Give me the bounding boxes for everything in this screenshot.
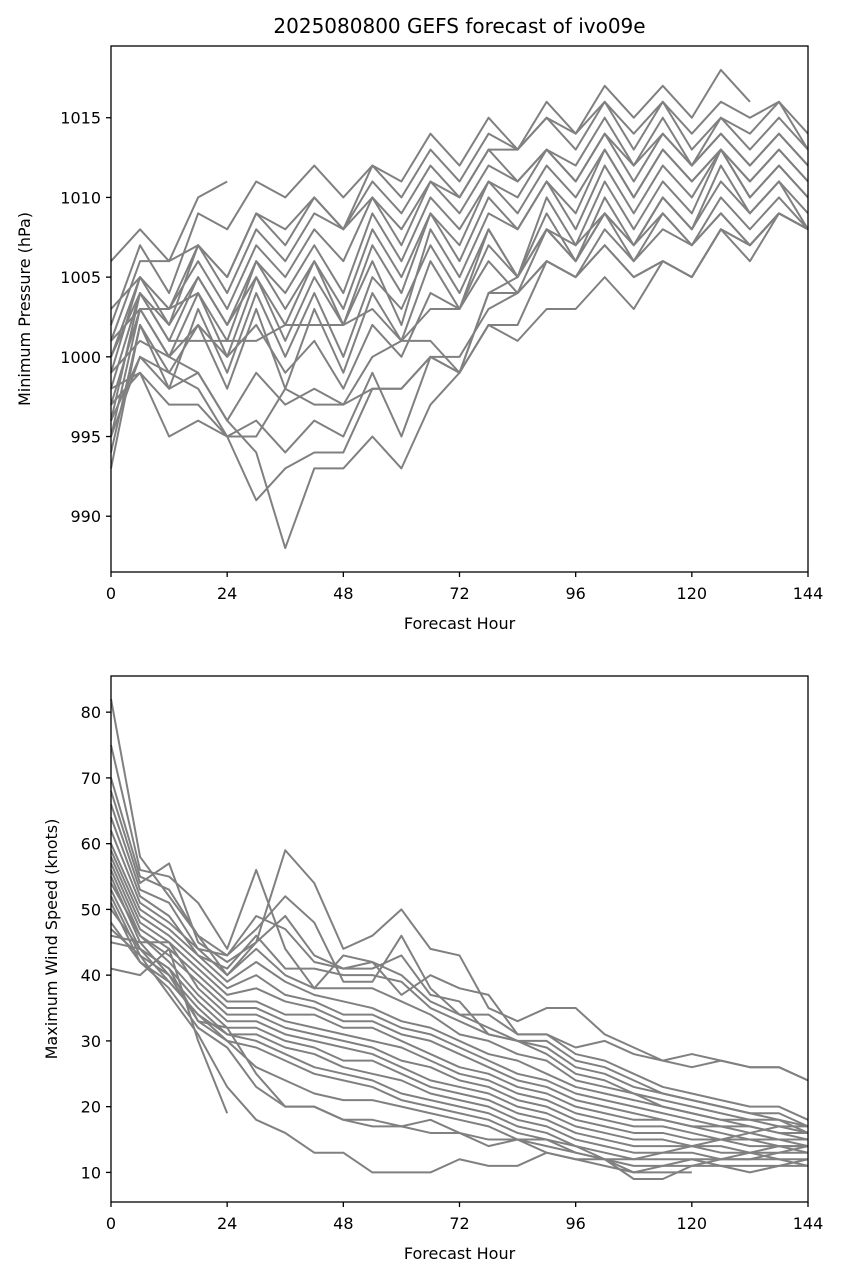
wind-x-ticks: 0 24 48 72 96 120 144: [106, 1202, 823, 1233]
wind-y-axis-label: Maximum Wind Speed (knots): [42, 819, 61, 1060]
pressure-member-line-3: [110, 100, 809, 326]
wind-member-line-12: [110, 862, 809, 1148]
wind-member-line-6: [110, 803, 809, 1128]
pressure-series-group: [110, 68, 809, 550]
pressure-member-line-9: [110, 148, 809, 421]
wind-y-tick-label: 40: [81, 966, 101, 985]
wind-member-line-7: [110, 817, 809, 1134]
wind-x-tick-label: 72: [449, 1214, 469, 1233]
pressure-y-axis-label: Minimum Pressure (hPa): [15, 212, 34, 406]
pressure-y-tick-label: 1010: [60, 188, 101, 207]
pressure-x-ticks: 0 24 48 72 96 120 144: [106, 572, 823, 603]
wind-y-tick-label: 60: [81, 835, 101, 854]
wind-x-tick-label: 0: [106, 1214, 116, 1233]
pressure-x-tick-label: 24: [217, 584, 237, 603]
wind-member-line-23: [110, 941, 808, 1161]
wind-y-tick-label: 10: [81, 1163, 101, 1182]
wind-y-tick-label: 50: [81, 900, 101, 919]
pressure-y-tick-label: 1005: [60, 268, 101, 287]
pressure-y-tick-label: 990: [70, 507, 101, 526]
pressure-y-ticks: 990 995 1000 1005 1010 1015: [60, 109, 111, 526]
wind-x-tick-label: 120: [677, 1214, 708, 1233]
pressure-x-tick-label: 120: [677, 584, 708, 603]
pressure-x-tick-label: 96: [565, 584, 585, 603]
pressure-y-tick-label: 1000: [60, 348, 101, 367]
wind-x-tick-label: 96: [565, 1214, 585, 1233]
wind-x-tick-label: 24: [217, 1214, 237, 1233]
wind-member-line-13: [110, 869, 808, 1148]
pressure-y-tick-label: 1015: [60, 109, 101, 128]
pressure-x-tick-label: 48: [333, 584, 353, 603]
pressure-member-line-19: [110, 212, 809, 502]
wind-y-tick-label: 70: [81, 769, 101, 788]
pressure-panel: 2025080800 GEFS forecast of ivo09e 0 24 48…: [15, 14, 823, 633]
wind-member-line-22: [110, 934, 808, 1174]
wind-x-tick-label: 144: [793, 1214, 824, 1233]
pressure-x-tick-label: 0: [106, 584, 116, 603]
figure-title: 2025080800 GEFS forecast of ivo09e: [273, 14, 645, 38]
pressure-x-tick-label: 144: [793, 584, 824, 603]
wind-member-line-10: [110, 849, 809, 1141]
wind-y-tick-label: 20: [81, 1098, 101, 1117]
wind-member-line-21: [110, 928, 809, 1180]
pressure-member-line-2: [110, 68, 751, 310]
wind-member-line-14: [110, 876, 809, 1154]
wind-panel: 0 24 48 72 96 120 144 10 20 30 40 50 60 70 80 Forecas…: [42, 675, 823, 1263]
wind-x-tick-label: 48: [333, 1214, 353, 1233]
wind-member-line-3: [110, 744, 809, 1082]
wind-member-line-9: [110, 843, 808, 1134]
wind-y-tick-label: 30: [81, 1032, 101, 1051]
wind-x-axis-label: Forecast Hour: [404, 1244, 516, 1263]
pressure-member-line-11: [110, 148, 809, 453]
pressure-x-axis-label: Forecast Hour: [404, 614, 516, 633]
pressure-member-line-1: [110, 180, 228, 263]
pressure-y-tick-label: 995: [70, 428, 101, 447]
wind-y-ticks: 10 20 30 40 50 60 70 80: [81, 703, 111, 1182]
wind-y-tick-label: 80: [81, 703, 101, 722]
wind-series-group: [110, 698, 809, 1180]
pressure-x-tick-label: 72: [449, 584, 469, 603]
wind-member-line-4: [110, 777, 809, 1121]
